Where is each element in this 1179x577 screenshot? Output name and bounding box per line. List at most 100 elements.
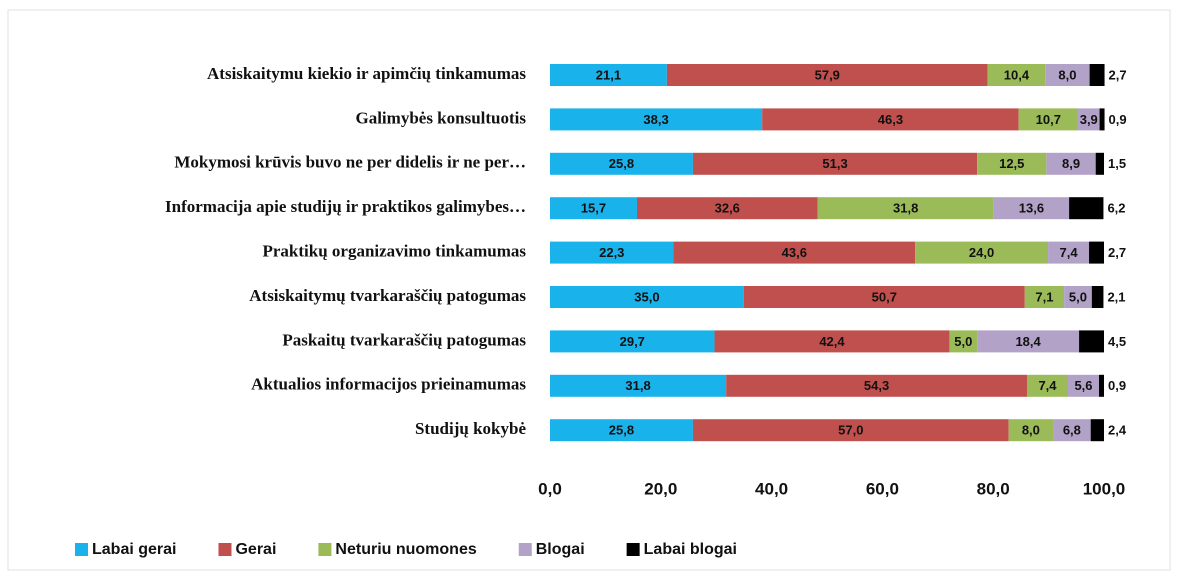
bar-segment — [1008, 419, 1054, 442]
bar-segment — [550, 286, 744, 308]
data-label: 5,0 — [954, 334, 972, 349]
bar-segment — [1064, 286, 1092, 308]
category-label: Atsiskaitymų tvarkaraščių patogumas — [249, 286, 526, 305]
bar-segment — [1079, 330, 1104, 353]
x-tick-label: 20,0 — [644, 479, 677, 498]
legend-swatch — [318, 543, 332, 556]
data-label: 57,0 — [838, 423, 863, 438]
bar-segment — [1024, 286, 1065, 308]
data-label: 57,9 — [815, 67, 840, 82]
bar-segment — [1053, 419, 1091, 442]
data-label: 0,9 — [1108, 378, 1126, 393]
data-label: 0,9 — [1109, 112, 1127, 127]
bar-segment — [993, 197, 1070, 220]
category-label: Paskaitų tvarkaraščių patogumas — [282, 330, 526, 349]
bar-segment — [550, 152, 693, 175]
data-label: 21,1 — [596, 67, 621, 82]
bar-segment — [915, 241, 1049, 264]
bar-segment — [1090, 419, 1104, 442]
category-label: Atsiskaitymu kiekio ir apimčių tinkamuma… — [207, 64, 526, 83]
data-label: 2,7 — [1109, 67, 1127, 82]
data-label: 8,0 — [1022, 423, 1040, 438]
legend-label: Neturiu nuomones — [335, 541, 476, 558]
category-label: Aktualios informacijos prieinamumas — [251, 375, 526, 394]
legend-label: Blogai — [536, 541, 585, 558]
data-label: 8,9 — [1062, 156, 1080, 171]
category-label: Mokymosi krūvis buvo ne per didelis ir n… — [174, 153, 526, 172]
bar-segment — [1048, 241, 1090, 264]
bar-segment — [692, 152, 978, 175]
bar-segment — [1099, 108, 1105, 131]
category-label: Praktikų organizavimo tinkamumas — [262, 242, 526, 261]
data-label: 7,1 — [1035, 289, 1053, 304]
bar-segment — [817, 197, 994, 220]
data-label: 46,3 — [878, 112, 903, 127]
legend-swatch — [626, 543, 640, 556]
bar-segment — [949, 330, 978, 353]
legend-label: Labai blogai — [644, 541, 737, 558]
bar-segment — [762, 108, 1019, 131]
bar-segment — [714, 330, 950, 353]
data-label: 43,6 — [782, 245, 807, 260]
bar-segment — [1046, 152, 1096, 175]
legend-label: Gerai — [235, 541, 276, 558]
x-tick-label: 60,0 — [866, 479, 899, 498]
data-label: 10,4 — [1004, 67, 1030, 82]
data-label: 2,7 — [1108, 245, 1126, 260]
data-label: 31,8 — [893, 201, 918, 216]
data-label: 42,4 — [819, 334, 845, 349]
data-label: 35,0 — [634, 289, 659, 304]
data-label: 5,0 — [1069, 289, 1087, 304]
bar-segment — [550, 330, 715, 353]
x-tick-label: 100,0 — [1083, 479, 1126, 498]
data-label: 3,9 — [1080, 112, 1098, 127]
data-label: 25,8 — [609, 423, 634, 438]
bar-segment — [987, 64, 1046, 86]
bar-segment — [550, 374, 727, 397]
data-label: 4,5 — [1108, 334, 1126, 349]
bar-segment — [1089, 241, 1104, 264]
data-label: 29,7 — [620, 334, 645, 349]
bar-segment — [1077, 108, 1100, 131]
bar-segment — [673, 241, 916, 264]
bar-segment — [1026, 374, 1068, 397]
bar-segment — [550, 419, 693, 442]
bar-segment — [550, 197, 637, 220]
legend-label: Labai gerai — [92, 541, 176, 558]
data-label: 12,5 — [999, 156, 1024, 171]
bar-segment — [1069, 197, 1104, 220]
data-label: 24,0 — [969, 245, 994, 260]
data-label: 10,7 — [1036, 112, 1061, 127]
data-label: 15,7 — [581, 201, 606, 216]
data-label: 13,6 — [1019, 201, 1044, 216]
category-label: Studijų kokybė — [415, 419, 526, 438]
data-label: 7,4 — [1038, 378, 1057, 393]
data-label: 18,4 — [1015, 334, 1041, 349]
bar-segment — [1095, 152, 1104, 175]
data-label: 6,2 — [1107, 201, 1125, 216]
data-label: 5,6 — [1074, 378, 1092, 393]
data-label: 38,3 — [643, 112, 668, 127]
data-label: 22,3 — [599, 245, 624, 260]
bar-segment — [636, 197, 818, 220]
x-tick-label: 0,0 — [538, 479, 562, 498]
legend-swatch — [218, 543, 232, 556]
category-label: Informacija apie studijų ir praktikos ga… — [165, 197, 526, 216]
bar-segment — [1091, 286, 1104, 308]
legend-swatch — [75, 543, 88, 556]
data-label: 50,7 — [872, 289, 897, 304]
bar-segment — [692, 419, 1009, 442]
data-label: 7,4 — [1060, 245, 1079, 260]
bar-segment — [550, 108, 763, 131]
data-label: 6,8 — [1063, 423, 1081, 438]
x-tick-label: 80,0 — [977, 479, 1010, 498]
data-label: 54,3 — [864, 378, 889, 393]
bar-segment — [1089, 64, 1105, 86]
data-label: 25,8 — [609, 156, 634, 171]
bar-segment — [1099, 374, 1104, 397]
bar-segment — [550, 64, 667, 86]
bar-segment — [1018, 108, 1078, 131]
bar-segment — [726, 374, 1027, 397]
